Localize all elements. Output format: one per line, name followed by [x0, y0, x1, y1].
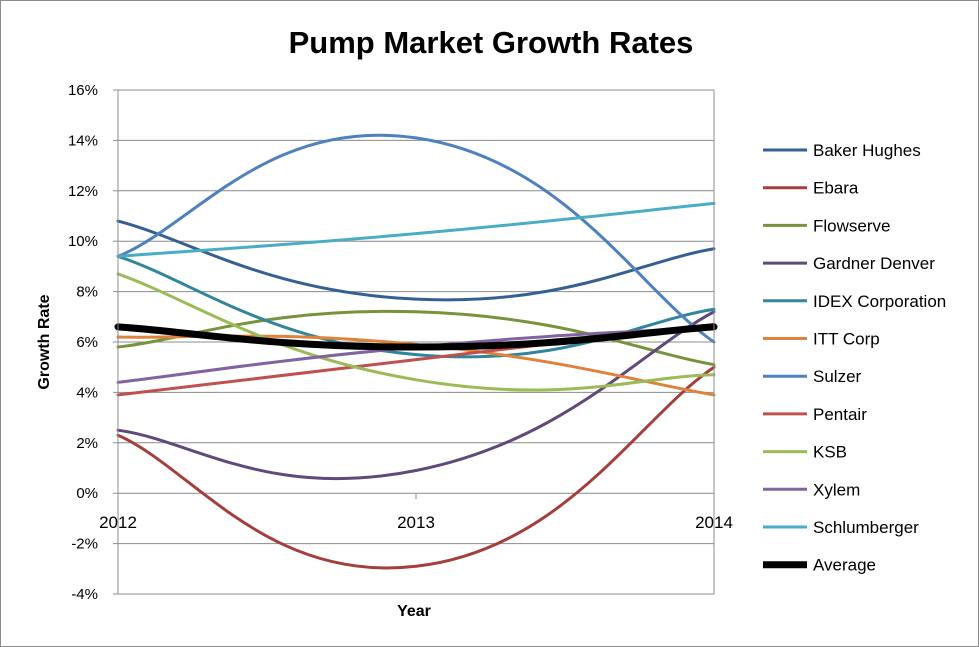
y-tick-label: 2% [76, 435, 98, 452]
legend-label-ksb: KSB [813, 443, 847, 462]
x-tick-label: 2013 [397, 513, 435, 532]
chart-title: Pump Market Growth Rates [289, 25, 694, 60]
series-line-schlumberger [116, 201, 716, 258]
y-tick-label: 4% [76, 384, 98, 401]
legend: Baker Hughes Ebara Flowserve Gardner Denver… [763, 141, 946, 575]
legend-label-itt-corp: ITT Corp [813, 330, 880, 349]
series-line-ebara [116, 365, 716, 570]
y-axis-title: Growth Rate [36, 294, 53, 389]
axes: 16% 14% 12% 10% 8% 6% 4% 2% 0% -2% -4% 2012 2013 2014 [68, 82, 733, 603]
legend-label-sulzer: Sulzer [813, 367, 862, 386]
series-line-baker-hughes [116, 219, 716, 302]
y-tick-label: -2% [71, 536, 98, 553]
series-lines [114, 133, 718, 570]
y-tick-label: 8% [76, 284, 98, 301]
legend-label-average: Average [813, 556, 876, 575]
y-tick-label: 12% [68, 183, 98, 200]
legend-label-idex-corporation: IDEX Corporation [813, 292, 946, 311]
x-tick-label: 2012 [99, 513, 137, 532]
y-tick-label: 10% [68, 233, 98, 250]
legend-label-ebara: Ebara [813, 179, 859, 198]
x-axis-title: Year [397, 603, 431, 620]
series-line-ksb [116, 272, 716, 392]
y-tick-label: 14% [68, 132, 98, 149]
legend-label-xylem: Xylem [813, 480, 860, 499]
legend-label-flowserve: Flowserve [813, 216, 890, 235]
y-tick-label: 0% [76, 485, 98, 502]
series-line-average [114, 323, 718, 351]
y-tick-label: -4% [71, 586, 98, 603]
legend-label-pentair: Pentair [813, 405, 867, 424]
series-line-idex-corporation [116, 254, 716, 359]
y-tick-label: 6% [76, 334, 98, 351]
legend-label-baker-hughes: Baker Hughes [813, 141, 921, 160]
y-tick-label: 16% [68, 82, 98, 99]
series-line-gardner-denver [116, 310, 716, 481]
legend-label-schlumberger: Schlumberger [813, 518, 919, 537]
legend-label-gardner-denver: Gardner Denver [813, 254, 935, 273]
x-tick-label: 2014 [695, 513, 733, 532]
series-line-sulzer [116, 133, 716, 344]
